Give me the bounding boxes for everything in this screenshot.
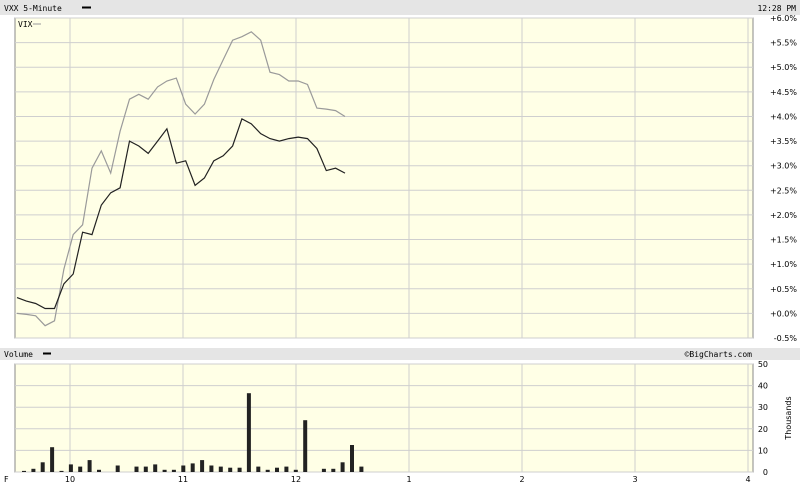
volume-bar [284, 466, 289, 472]
x-tick-label: 1 [406, 475, 411, 484]
x-tick-label: 4 [745, 475, 750, 484]
volume-bar [246, 393, 251, 472]
volume-bar [321, 468, 326, 472]
price-y-tick-label: +3.5% [770, 137, 797, 146]
volume-bar [181, 465, 186, 472]
volume-plot-area [14, 363, 754, 473]
price-y-tick-label: +5.0% [770, 63, 797, 72]
volume-bar [97, 469, 101, 472]
volume-bar [153, 464, 158, 472]
header-bar [0, 0, 800, 15]
x-tick-label: 12 [291, 475, 301, 484]
price-y-tick-label: +0.5% [770, 285, 797, 294]
volume-bar [22, 470, 26, 472]
volume-y-tick-label: 30 [758, 403, 768, 412]
price-grid [15, 17, 753, 339]
volume-bar [218, 466, 223, 472]
volume-bar [143, 466, 148, 472]
volume-bar [68, 464, 73, 472]
x-tick-label: F [4, 475, 9, 484]
price-y-tick-label: +4.5% [770, 88, 797, 97]
volume-bar [237, 467, 242, 472]
price-y-tick-label: +3.0% [770, 162, 797, 171]
volume-y-ticks: 0 10 20 30 40 50 [758, 360, 768, 477]
volume-y-tick-label: 10 [758, 446, 768, 455]
volume-bar [228, 467, 233, 472]
chart-title: VXX 5-Minute [4, 4, 62, 13]
volume-bar [200, 460, 205, 472]
price-y-tick-label: +1.5% [770, 236, 797, 245]
volume-y-tick-label: 50 [758, 360, 768, 369]
volume-bar [78, 466, 83, 472]
volume-bar [359, 466, 364, 472]
volume-bar [293, 469, 298, 472]
volume-bar [31, 468, 36, 472]
price-y-tick-label: +2.5% [770, 186, 797, 195]
volume-unit-label: Thousands [784, 396, 793, 440]
x-axis: F 10 11 12 1 2 3 4 [4, 475, 751, 484]
price-lines [16, 31, 346, 327]
x-tick-label: 2 [519, 475, 524, 484]
volume-bar [350, 445, 354, 472]
x-tick-label: 10 [65, 475, 75, 484]
volume-bar [40, 462, 45, 472]
price-y-tick-label: +1.0% [770, 260, 797, 269]
series-line-vxx [16, 118, 346, 310]
volume-bar [59, 470, 64, 472]
volume-bar [340, 462, 345, 472]
volume-bar [134, 466, 139, 472]
volume-bar [87, 460, 92, 472]
volume-bar [331, 468, 336, 472]
price-y-ticks: -0.5% +0.0% +0.5% +1.0% +1.5% +2.0% +2.5% +3.0%… [770, 14, 797, 343]
volume-bars [22, 393, 364, 472]
volume-bar [171, 469, 176, 472]
volume-y-tick-label: 40 [758, 382, 768, 391]
price-y-tick-label: +6.0% [770, 14, 797, 23]
volume-bar [303, 420, 308, 472]
volume-title: Volume [4, 350, 33, 359]
volume-bar [50, 447, 55, 472]
volume-header-bar [0, 348, 800, 360]
price-y-tick-label: +2.0% [770, 211, 797, 220]
series-line-vix [16, 31, 346, 327]
volume-bar [256, 466, 261, 472]
x-tick-label: 3 [632, 475, 637, 484]
volume-bar [162, 469, 167, 472]
volume-bar [275, 467, 279, 472]
time-label: 12:28 PM [757, 4, 796, 13]
watermark: ©BigCharts.com [685, 350, 753, 359]
volume-bar [265, 469, 270, 472]
volume-y-tick-label: 0 [763, 468, 768, 477]
volume-y-tick-label: 20 [758, 425, 768, 434]
price-y-tick-label: +5.5% [770, 39, 797, 48]
price-plot-area [14, 17, 754, 339]
volume-bar [209, 465, 214, 472]
price-y-tick-label: +4.0% [770, 112, 797, 121]
price-y-tick-label: +0.0% [770, 309, 797, 318]
price-y-tick-label: -0.5% [774, 334, 798, 343]
volume-bar [115, 465, 120, 472]
x-tick-label: 11 [178, 475, 188, 484]
vix-legend-label: VIX [18, 20, 33, 29]
volume-bar [190, 463, 195, 472]
